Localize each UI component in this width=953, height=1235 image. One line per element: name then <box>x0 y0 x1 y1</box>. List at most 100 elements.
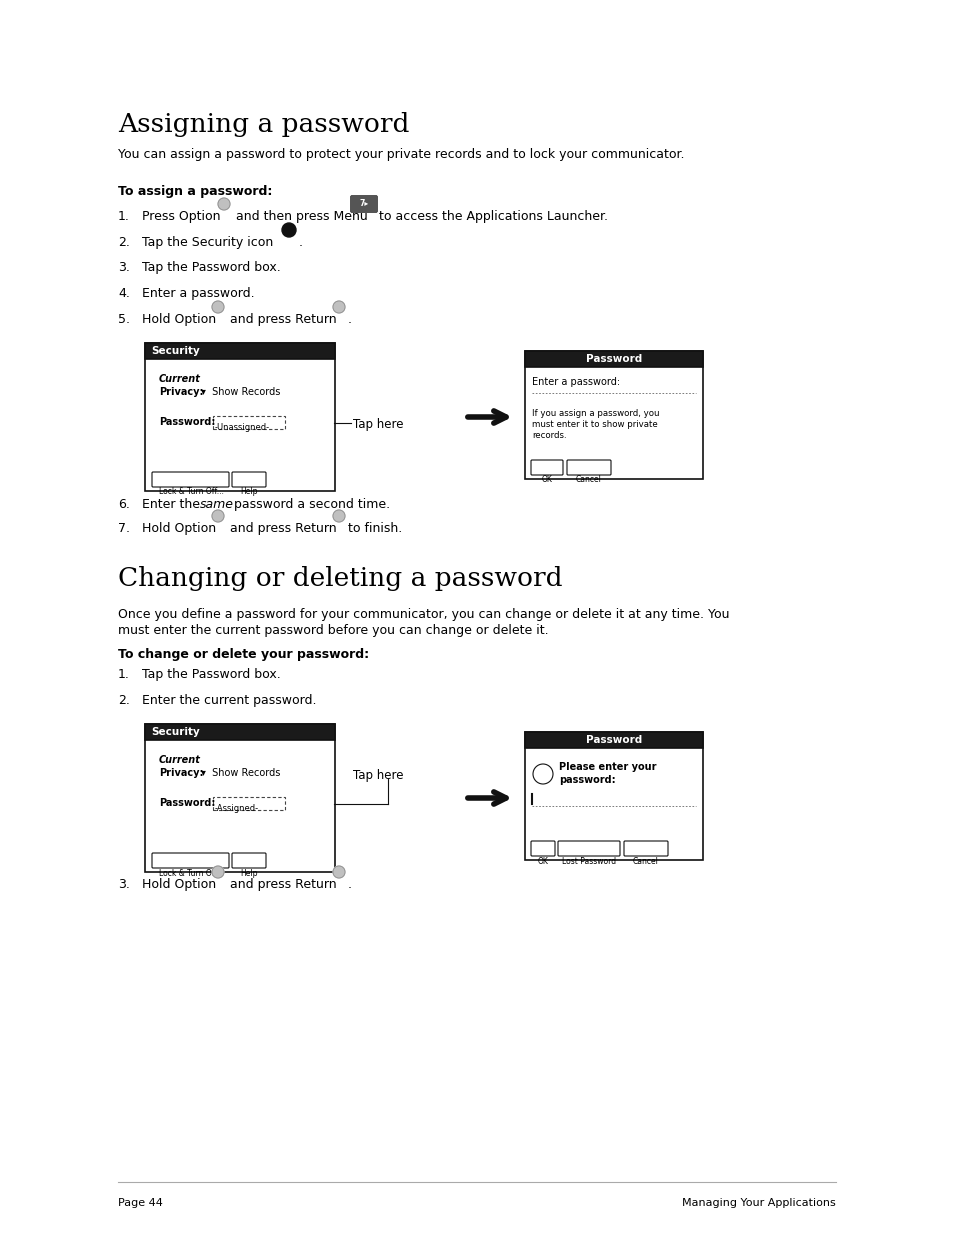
Text: OK: OK <box>541 475 552 484</box>
Text: -Unassigned-: -Unassigned- <box>214 424 270 432</box>
Bar <box>145 343 335 359</box>
Text: Page 44: Page 44 <box>118 1198 163 1208</box>
Text: password a second time.: password a second time. <box>230 498 390 511</box>
Text: Enter the current password.: Enter the current password. <box>142 694 316 706</box>
Text: Managing Your Applications: Managing Your Applications <box>681 1198 835 1208</box>
Text: Current: Current <box>159 374 201 384</box>
Circle shape <box>212 301 224 312</box>
Circle shape <box>333 301 345 312</box>
Text: Please enter your: Please enter your <box>558 762 656 772</box>
Bar <box>524 732 702 748</box>
Text: and press Return: and press Return <box>230 312 336 326</box>
Text: Tap the Password box.: Tap the Password box. <box>142 261 280 274</box>
Text: OK: OK <box>537 857 548 866</box>
Text: Current: Current <box>159 755 201 764</box>
Text: to access the Applications Launcher.: to access the Applications Launcher. <box>378 210 607 224</box>
Text: Privacy:: Privacy: <box>159 387 203 396</box>
Bar <box>524 351 702 367</box>
FancyBboxPatch shape <box>213 416 285 429</box>
Bar <box>145 724 335 872</box>
Text: Hold Option: Hold Option <box>142 312 216 326</box>
Text: ?: ? <box>539 769 545 779</box>
Text: Cancel: Cancel <box>633 857 659 866</box>
Text: 7.: 7. <box>118 522 130 535</box>
Text: and press Return: and press Return <box>230 878 336 890</box>
Text: Password: Password <box>585 354 641 364</box>
Text: .: . <box>298 236 303 249</box>
Text: 4.: 4. <box>118 287 130 300</box>
Text: Enter a password.: Enter a password. <box>142 287 254 300</box>
FancyBboxPatch shape <box>152 853 229 868</box>
Text: Help: Help <box>240 488 257 496</box>
Text: must enter the current password before you can change or delete it.: must enter the current password before y… <box>118 624 548 637</box>
Text: Lost Password: Lost Password <box>561 857 616 866</box>
Text: .: . <box>348 878 352 890</box>
Bar <box>524 732 702 860</box>
Text: same: same <box>200 498 233 511</box>
FancyBboxPatch shape <box>232 853 266 868</box>
Circle shape <box>218 198 230 210</box>
Text: 7▸: 7▸ <box>359 199 368 207</box>
Text: Tap the Password box.: Tap the Password box. <box>142 668 280 680</box>
FancyBboxPatch shape <box>152 472 229 487</box>
Text: 1.: 1. <box>118 668 130 680</box>
FancyBboxPatch shape <box>232 472 266 487</box>
Text: 2.: 2. <box>118 694 130 706</box>
Text: 3.: 3. <box>118 878 130 890</box>
FancyBboxPatch shape <box>350 195 377 212</box>
FancyBboxPatch shape <box>566 459 610 475</box>
Text: Changing or deleting a password: Changing or deleting a password <box>118 566 562 592</box>
Text: To change or delete your password:: To change or delete your password: <box>118 648 369 661</box>
Text: To assign a password:: To assign a password: <box>118 185 273 198</box>
Text: You can assign a password to protect your private records and to lock your commu: You can assign a password to protect you… <box>118 148 684 161</box>
Text: Lock & Turn Off...: Lock & Turn Off... <box>158 488 223 496</box>
Circle shape <box>533 764 553 784</box>
Bar <box>145 724 335 740</box>
Bar <box>145 343 335 492</box>
Text: Security: Security <box>151 727 199 737</box>
Text: Lock & Turn Off...: Lock & Turn Off... <box>158 868 223 878</box>
Text: 1.: 1. <box>118 210 130 224</box>
Text: must enter it to show private: must enter it to show private <box>532 420 657 429</box>
Text: Hold Option: Hold Option <box>142 522 216 535</box>
Text: Tap here: Tap here <box>353 417 403 431</box>
Text: Assigning a password: Assigning a password <box>118 112 409 137</box>
FancyBboxPatch shape <box>531 841 555 856</box>
Text: 6.: 6. <box>118 498 130 511</box>
Text: Help: Help <box>240 868 257 878</box>
Text: 2.: 2. <box>118 236 130 249</box>
FancyBboxPatch shape <box>531 459 562 475</box>
Text: Password: Password <box>585 735 641 745</box>
Text: ▾  Show Records: ▾ Show Records <box>201 768 280 778</box>
Text: ✓: ✓ <box>286 226 292 232</box>
Text: Cancel: Cancel <box>576 475 601 484</box>
Text: ▾  Show Records: ▾ Show Records <box>201 387 280 396</box>
Text: password:: password: <box>558 776 615 785</box>
Text: and then press Menu: and then press Menu <box>235 210 367 224</box>
Text: Once you define a password for your communicator, you can change or delete it at: Once you define a password for your comm… <box>118 608 729 621</box>
FancyBboxPatch shape <box>213 797 285 810</box>
Text: Press Option: Press Option <box>142 210 220 224</box>
Text: 5.: 5. <box>118 312 130 326</box>
Text: Password:: Password: <box>159 417 215 427</box>
Text: 3.: 3. <box>118 261 130 274</box>
Text: Security: Security <box>151 346 199 356</box>
FancyBboxPatch shape <box>558 841 619 856</box>
Circle shape <box>333 510 345 522</box>
Circle shape <box>212 510 224 522</box>
Text: Tap here: Tap here <box>353 769 403 782</box>
Circle shape <box>212 866 224 878</box>
Text: records.: records. <box>532 431 566 440</box>
Circle shape <box>282 224 295 237</box>
Text: -Assigned-: -Assigned- <box>214 804 259 813</box>
Text: and press Return: and press Return <box>230 522 336 535</box>
Circle shape <box>333 866 345 878</box>
Text: Tap the Security icon: Tap the Security icon <box>142 236 273 249</box>
Text: Password:: Password: <box>159 798 215 808</box>
Text: Hold Option: Hold Option <box>142 878 216 890</box>
Text: Enter a password:: Enter a password: <box>532 377 619 387</box>
FancyBboxPatch shape <box>623 841 667 856</box>
Bar <box>524 351 702 479</box>
Text: .: . <box>348 312 352 326</box>
Text: Enter the: Enter the <box>142 498 204 511</box>
